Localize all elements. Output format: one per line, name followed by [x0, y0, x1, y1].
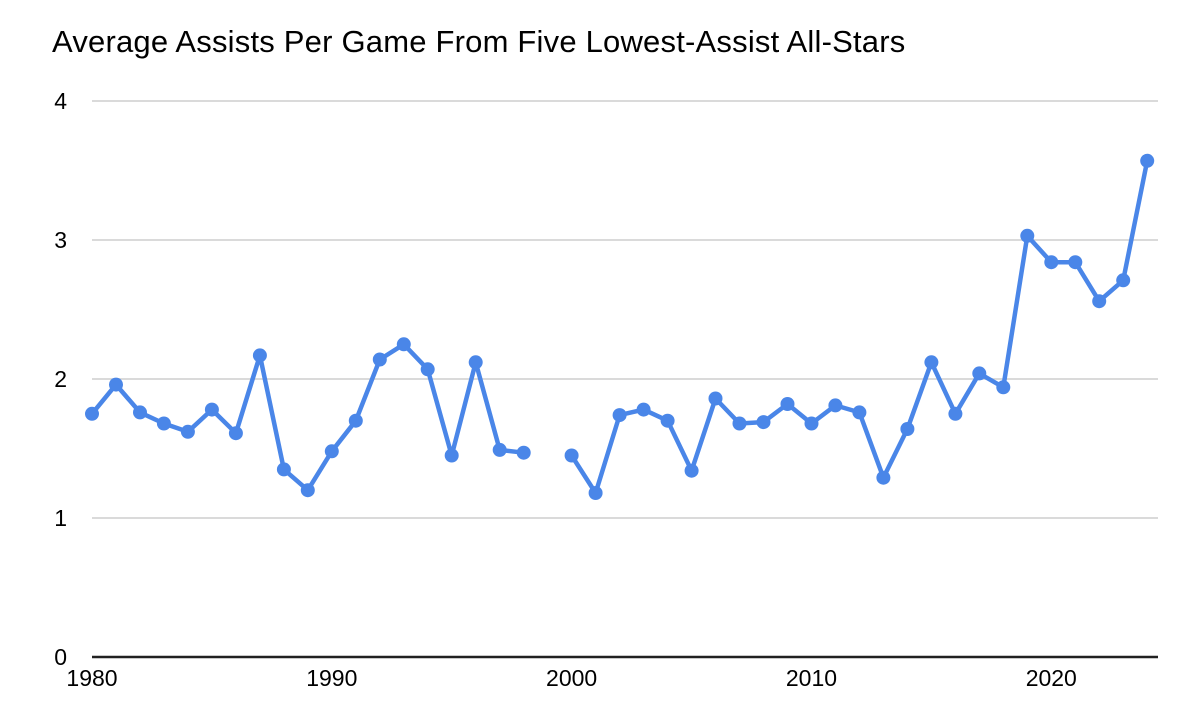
y-tick-label: 4: [54, 88, 67, 114]
data-point: [324, 444, 339, 459]
x-tick-label: 1990: [306, 665, 357, 691]
data-point: [492, 442, 507, 457]
data-point: [1020, 228, 1035, 243]
data-point: [516, 445, 531, 460]
data-point: [1140, 153, 1155, 168]
y-tick-label: 0: [54, 644, 67, 670]
data-point: [252, 348, 267, 363]
data-point: [660, 413, 675, 428]
data-point: [780, 397, 795, 411]
data-point: [900, 422, 915, 436]
x-tick-label: 2020: [1026, 665, 1077, 691]
data-point: [1092, 294, 1107, 309]
data-point: [972, 366, 987, 381]
data-point: [85, 406, 99, 421]
data-point: [708, 391, 723, 406]
data-point: [588, 486, 603, 500]
data-point: [564, 448, 579, 463]
series-line: [89, 342, 526, 493]
data-point: [612, 408, 627, 423]
series-line: [569, 158, 1150, 496]
data-point: [828, 398, 843, 413]
data-point: [1116, 273, 1131, 288]
data-point: [924, 355, 939, 370]
data-point: [996, 380, 1011, 395]
data-point: [636, 402, 651, 417]
data-point: [180, 424, 195, 439]
y-tick-label: 1: [54, 505, 67, 531]
data-point: [732, 416, 747, 431]
data-point: [756, 415, 771, 430]
data-point: [804, 416, 819, 431]
data-point: [1068, 255, 1083, 270]
chart-title: Average Assists Per Game From Five Lowes…: [52, 24, 906, 59]
data-point: [420, 362, 435, 377]
data-point: [156, 416, 171, 431]
y-tick-label: 2: [54, 366, 67, 392]
data-point: [684, 463, 699, 478]
data-point: [948, 406, 963, 421]
data-point: [468, 355, 483, 370]
data-point: [228, 426, 243, 441]
data-point: [396, 337, 411, 352]
data-point: [1044, 255, 1059, 270]
data-point: [276, 462, 291, 477]
data-point: [348, 413, 363, 428]
data-point: [109, 377, 123, 392]
data-point: [204, 402, 219, 417]
data-point: [444, 448, 459, 463]
x-tick-label: 1980: [66, 665, 117, 691]
data-point: [133, 405, 147, 420]
x-tick-label: 2010: [786, 665, 837, 691]
data-point: [372, 352, 387, 367]
x-tick-label: 2000: [546, 665, 597, 691]
data-point: [876, 470, 891, 485]
y-tick-label: 3: [54, 227, 67, 253]
data-point: [300, 483, 315, 498]
data-point: [852, 405, 867, 420]
